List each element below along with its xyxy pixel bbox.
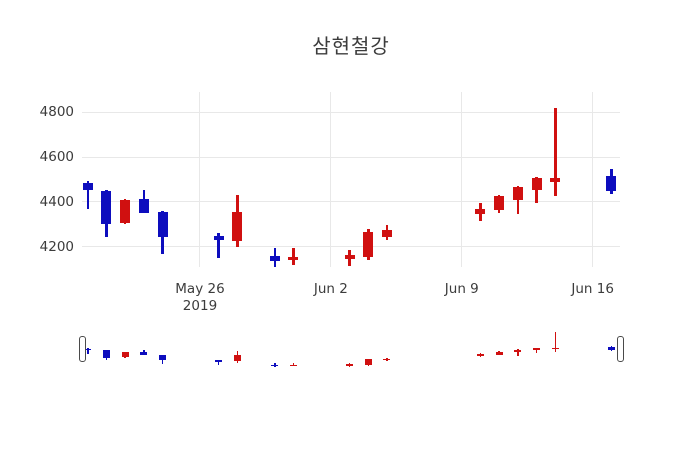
chart-title: 삼현철강 bbox=[312, 34, 390, 58]
x-tick-label: Jun 16 bbox=[571, 281, 614, 297]
x-tick-label: Jun 9 bbox=[444, 281, 479, 297]
range-slider-left-handle[interactable] bbox=[78, 336, 86, 362]
x-tick-label: Jun 2 bbox=[313, 281, 348, 297]
y-tick-label: 4800 bbox=[39, 104, 74, 121]
plot-area[interactable] bbox=[82, 92, 620, 267]
range-slider-right-handle[interactable] bbox=[616, 336, 624, 362]
range-slider[interactable] bbox=[82, 327, 620, 369]
x-tick-label: May 26 bbox=[175, 281, 225, 297]
x-tick-sub-label: 2019 bbox=[182, 298, 218, 314]
y-tick-label: 4400 bbox=[39, 193, 74, 210]
y-tick-label: 4600 bbox=[39, 149, 74, 166]
y-tick-label: 4200 bbox=[39, 238, 74, 255]
